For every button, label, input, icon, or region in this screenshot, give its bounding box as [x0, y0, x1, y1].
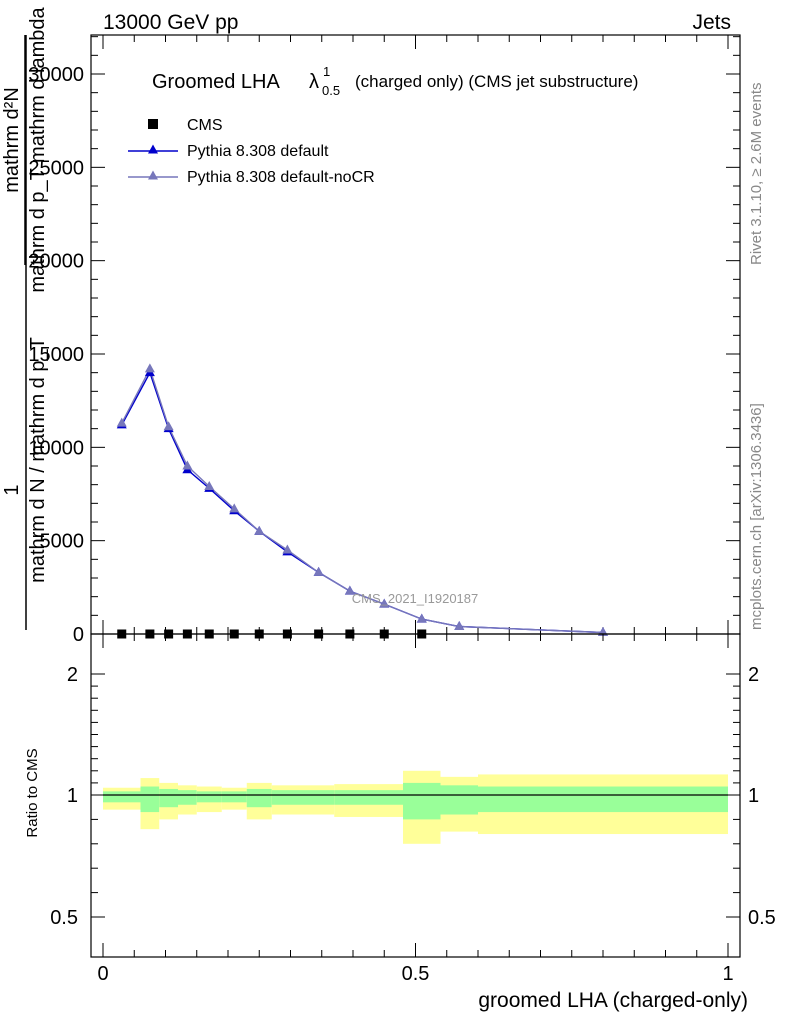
series-point-nocr: [254, 525, 265, 535]
ratio-y-tick-label-left: 0.5: [50, 907, 78, 929]
series-point-nocr: [379, 598, 390, 608]
ratio-y-tick-label-right: 2: [748, 664, 759, 686]
main-y-tick-label: 15000: [28, 344, 84, 366]
plot-title: Groomed LHA λ 1 0.5 (charged only) (CMS …: [152, 64, 638, 98]
series-point-nocr: [182, 460, 193, 470]
title-sup: 1: [323, 64, 330, 79]
legend-entry-default: Pythia 8.308 default: [128, 143, 329, 160]
mcplots-label: mcplots.cern.ch [arXiv:1306.3436]: [748, 403, 765, 630]
series-point-nocr: [313, 566, 324, 576]
series-line-nocr: [121, 367, 604, 634]
legend-entry-cms: CMS: [148, 117, 223, 134]
ratio-band-inner: [103, 791, 141, 803]
title-lambda: λ: [309, 71, 319, 93]
ratio-y-tick-label-right: 1: [748, 785, 759, 807]
legend-cms-label: CMS: [187, 117, 223, 134]
legend-entry-nocr: Pythia 8.308 default-noCR: [128, 169, 375, 186]
x-tick-label: 0.5: [402, 963, 430, 985]
x-tick-label: 0: [97, 963, 108, 985]
series-point-nocr: [344, 585, 355, 595]
x-tick-labels: 0 0.5 1: [97, 963, 733, 985]
main-ylabel: 1 mathrm d²N mathrm d p_T mathrm d lambd…: [1, 6, 49, 630]
ratio-band-inner: [178, 790, 197, 805]
rivet-label: Rivet 3.1.10, ≥ 2.6M events: [748, 83, 765, 266]
legend-nocr-label: Pythia 8.308 default-noCR: [187, 169, 375, 186]
ratio-band-inner: [334, 790, 366, 805]
ratio-band-inner: [478, 786, 728, 813]
ratio-frame: [90, 633, 741, 958]
legend-default-marker: [148, 144, 158, 154]
ratio-y-tick-label-left: 1: [67, 785, 78, 807]
ylabel-denominator: mathrm d N / mathrm d p_T: [27, 337, 49, 583]
ratio-ticks: 0.5 0.5 1 1 2 2: [50, 634, 776, 957]
series-point-nocr: [163, 421, 174, 431]
ratio-band-inner: [303, 790, 335, 805]
header-process: Jets: [692, 11, 731, 34]
ratio-y-tick-label-left: 2: [67, 664, 78, 686]
series-point-nocr: [204, 481, 215, 491]
main-y-tick-label: 30000: [28, 64, 84, 86]
ratio-band-inner: [271, 790, 303, 805]
main-y-tick-label: 10000: [28, 437, 84, 459]
series-point-nocr: [144, 363, 155, 373]
ratio-ylabel: Ratio to CMS: [24, 748, 41, 837]
ylabel-frac-num: mathrm d²N: [1, 87, 23, 193]
main-ticks: 0 5000 10000 15000 20000 25000 30000: [28, 35, 740, 646]
legend: CMS Pythia 8.308 default Pythia 8.308 de…: [128, 117, 375, 186]
title-main: Groomed LHA: [152, 71, 280, 93]
x-axis-label: groomed LHA (charged-only): [478, 989, 748, 1012]
ratio-band-inner: [159, 788, 178, 808]
ratio-band-inner: [221, 791, 247, 803]
series-point-nocr: [282, 544, 293, 554]
x-tick-label: 1: [722, 963, 733, 985]
ratio-panel: 0.5 0.5 1 1 2 2: [50, 633, 776, 958]
main-curves: [116, 363, 608, 637]
ratio-band-inner: [440, 785, 478, 815]
main-panel: 0 5000 10000 15000 20000 25000 30000 CMS_2021_…: [28, 34, 741, 646]
main-y-tick-label: 0: [73, 624, 84, 646]
ylabel-frac-den: mathrm d p_T mathrm d lambda: [27, 6, 49, 292]
series-point-nocr: [116, 417, 127, 427]
header-energy: 13000 GeV pp: [103, 11, 238, 34]
main-y-tick-label: 20000: [28, 251, 84, 273]
main-y-tick-label: 25000: [28, 157, 84, 179]
legend-nocr-marker: [148, 170, 158, 180]
ratio-band-inner: [140, 786, 160, 813]
title-rest: (charged only) (CMS jet substructure): [355, 72, 638, 91]
legend-default-label: Pythia 8.308 default: [187, 143, 329, 160]
main-y-tick-label: 5000: [40, 531, 85, 553]
legend-cms-marker: [148, 119, 158, 129]
ylabel-one: 1: [1, 484, 23, 495]
watermark: CMS_2021_I1920187: [352, 591, 479, 606]
ratio-y-tick-label-right: 0.5: [748, 907, 776, 929]
series-point-nocr: [416, 613, 427, 623]
ratio-band-inner: [365, 790, 403, 805]
series-point-nocr: [229, 503, 240, 513]
series-point-nocr: [454, 621, 465, 631]
ratio-band-inner: [246, 788, 272, 808]
ratio-band-inner: [196, 791, 222, 803]
title-sub: 0.5: [322, 83, 340, 98]
ratio-band-inner: [403, 782, 441, 820]
ratio-bands: [103, 770, 728, 844]
